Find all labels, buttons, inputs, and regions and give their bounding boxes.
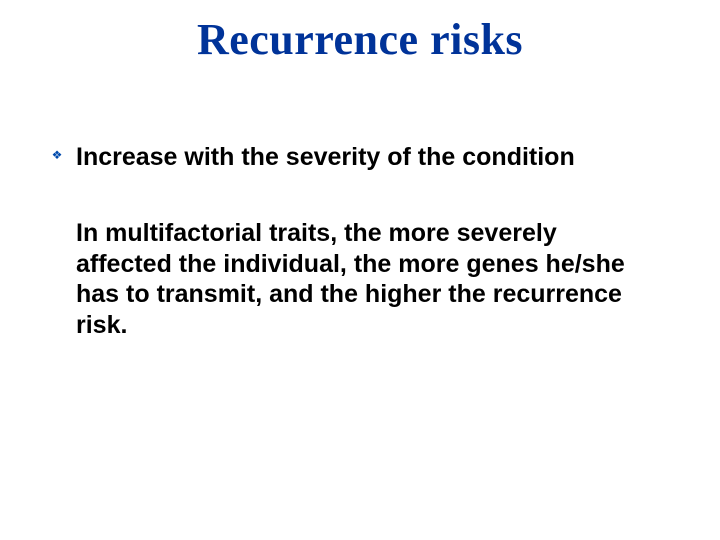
slide-title: Recurrence risks <box>0 14 720 65</box>
body-paragraph: In multifactorial traits, the more sever… <box>76 218 656 340</box>
bullet-text: Increase with the severity of the condit… <box>76 142 670 172</box>
slide: Recurrence risks ❖ Increase with the sev… <box>0 0 720 540</box>
diamond-bullet-icon: ❖ <box>50 148 64 162</box>
slide-content: ❖ Increase with the severity of the cond… <box>50 142 670 340</box>
bullet-item: ❖ Increase with the severity of the cond… <box>50 142 670 172</box>
